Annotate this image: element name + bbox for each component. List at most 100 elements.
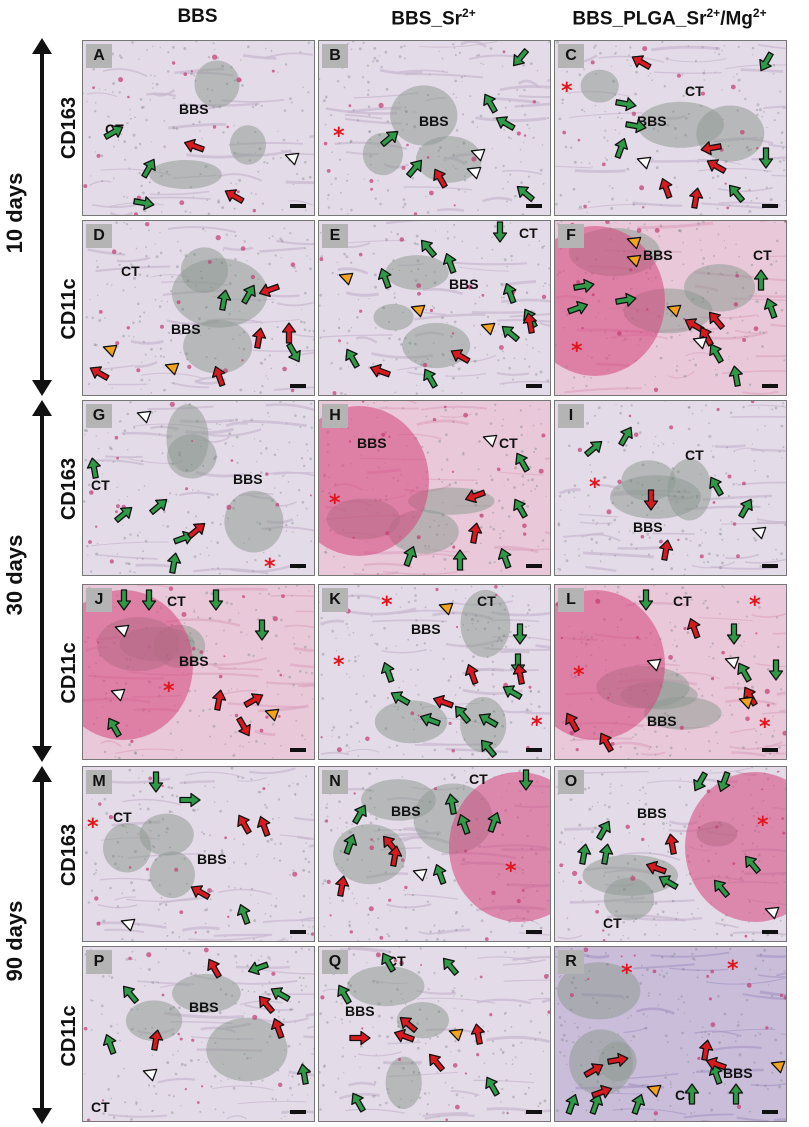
- green-arrow-marker: [581, 436, 607, 461]
- orange-arrowhead-marker: [767, 1055, 786, 1076]
- green-arrow-marker: [518, 769, 534, 791]
- bbs-region-label: BBS: [171, 321, 201, 337]
- asterisk-marker: *: [329, 491, 341, 516]
- red-arrow-marker: [428, 165, 451, 191]
- asterisk-marker: *: [381, 593, 393, 618]
- scale-bar: [762, 564, 778, 568]
- red-arrow-marker: [254, 813, 275, 838]
- green-arrow-marker: [346, 1089, 369, 1115]
- red-arrow-marker: [187, 880, 213, 903]
- panel-letter-label: N: [322, 770, 348, 794]
- red-arrow-marker: [594, 729, 617, 755]
- red-arrow-marker: [367, 361, 392, 382]
- bbs-region-label: BBS: [179, 653, 209, 669]
- green-arrow-marker: [375, 265, 396, 290]
- green-arrow-marker: [452, 549, 468, 571]
- orange-arrowhead-marker: [435, 597, 456, 618]
- green-arrow-marker: [495, 545, 516, 570]
- micrograph-panel-f: F BBS CT *: [554, 220, 787, 396]
- column-header-bbs: BBS: [82, 6, 313, 36]
- white-arrowhead-marker: [117, 913, 138, 934]
- arrow-up-head: [32, 38, 52, 54]
- panel-letter-label: G: [86, 404, 112, 428]
- green-arrow-marker: [416, 235, 441, 261]
- red-arrow-marker: [469, 1022, 487, 1046]
- stain-label-row-6: CD11c: [58, 1005, 80, 1067]
- red-arrow-marker: [386, 844, 404, 868]
- green-arrow-marker: [732, 659, 755, 685]
- ct-region-label: CT: [519, 225, 538, 241]
- column-header-text: BBS_PLGA_Sr: [572, 8, 707, 30]
- scale-bar: [526, 748, 542, 752]
- panel-letter-label: E: [322, 224, 348, 248]
- green-arrow-marker: [575, 842, 593, 866]
- micrograph-image: [319, 947, 550, 1121]
- green-arrow-marker: [430, 861, 451, 886]
- orange-arrowhead-marker: [477, 317, 498, 338]
- panel-letter-label: B: [322, 44, 348, 68]
- asterisk-marker: *: [561, 79, 573, 104]
- white-arrowhead-marker: [139, 1063, 160, 1084]
- green-arrow-marker: [734, 495, 757, 521]
- ct-region-label: CT: [167, 593, 186, 609]
- red-arrow-marker: [202, 955, 225, 981]
- green-arrow-marker: [709, 875, 734, 901]
- asterisk-marker: *: [163, 679, 175, 704]
- red-arrow-marker: [589, 1082, 614, 1103]
- micrograph-panel-h: H BBS CT *: [318, 400, 551, 576]
- green-arrow-marker: [101, 120, 127, 143]
- green-arrow-marker: [614, 291, 638, 309]
- green-arrow-marker: [512, 181, 538, 206]
- panel-letter-label: L: [558, 588, 584, 612]
- micrograph-panel-g: G BBS CT *: [82, 400, 315, 576]
- scale-bar: [762, 204, 778, 208]
- asterisk-marker: *: [531, 713, 543, 738]
- asterisk-marker: *: [571, 339, 583, 364]
- red-arrow-marker: [684, 615, 705, 640]
- column-header-text: BBS: [177, 6, 218, 27]
- red-arrow-marker: [606, 1051, 630, 1069]
- micrograph-panel-i: I CT BBS *: [554, 400, 787, 576]
- white-arrowhead-marker: [748, 521, 769, 542]
- bbs-region-label: BBS: [391, 803, 421, 819]
- green-arrow-marker: [132, 194, 156, 212]
- scale-bar: [762, 1110, 778, 1114]
- panel-letter-label: R: [558, 950, 584, 974]
- green-arrow-marker: [440, 250, 461, 275]
- red-arrow-marker: [703, 1054, 728, 1075]
- white-arrowhead-marker: [643, 653, 664, 674]
- green-arrow-marker: [137, 155, 160, 181]
- red-arrow-marker: [209, 363, 230, 388]
- green-arrow-marker: [215, 288, 233, 312]
- panel-letter-label: K: [322, 588, 348, 612]
- micrograph-panel-r: R BBS CT * *: [554, 946, 787, 1122]
- white-arrowhead-marker: [409, 863, 430, 884]
- red-arrow-marker: [697, 1038, 715, 1062]
- micrograph-panel-q: Q CT BBS: [318, 946, 551, 1122]
- green-arrow-marker: [340, 345, 363, 371]
- panel-letter-label: P: [86, 950, 112, 974]
- green-arrow-marker: [378, 659, 399, 684]
- ct-region-label: CT: [673, 593, 692, 609]
- green-arrow-marker: [475, 708, 501, 731]
- green-arrow-marker: [512, 623, 528, 645]
- orange-arrowhead-marker: [445, 1023, 466, 1044]
- green-arrow-marker: [282, 340, 305, 366]
- micrograph-image: [555, 767, 786, 941]
- green-arrow-marker: [484, 809, 505, 834]
- green-arrow-marker: [753, 269, 769, 291]
- panel-letter-label: F: [558, 224, 584, 248]
- red-arrow-marker: [703, 154, 729, 177]
- panel-letter-label: M: [86, 770, 112, 794]
- red-arrow-marker: [738, 683, 761, 709]
- green-arrow-marker: [611, 135, 632, 160]
- green-arrow-marker: [761, 295, 782, 320]
- asterisk-marker: *: [87, 815, 99, 840]
- green-arrow-marker: [727, 364, 745, 388]
- ct-region-label: CT: [685, 447, 704, 463]
- scale-bar: [526, 930, 542, 934]
- green-arrow-marker: [443, 792, 461, 816]
- bbs-region-label: BBS: [179, 101, 209, 117]
- scale-bar: [290, 384, 306, 388]
- ct-region-label: CT: [113, 809, 132, 825]
